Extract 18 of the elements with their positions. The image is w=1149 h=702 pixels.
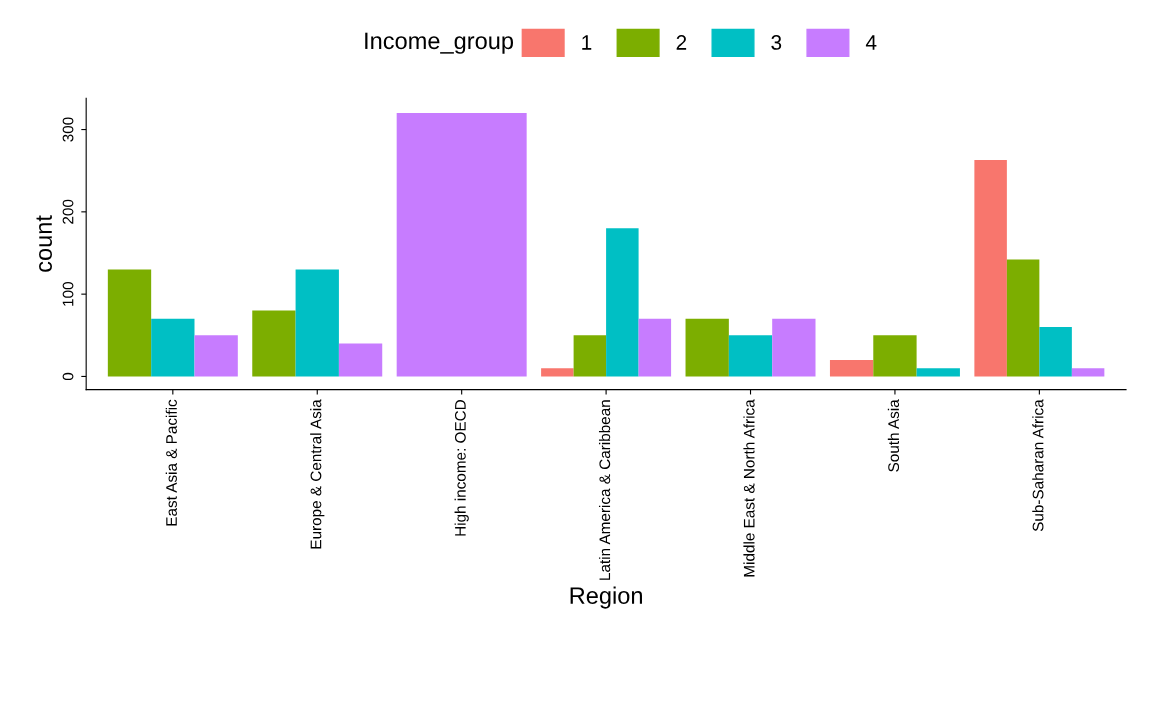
y-tick-label: 300 bbox=[62, 117, 74, 142]
legend-label: 3 bbox=[771, 35, 782, 50]
y-tick-label: 0 bbox=[62, 372, 74, 381]
legend-label: 1 bbox=[582, 35, 592, 50]
x-tick-label: Latin America & Caribbean bbox=[598, 400, 611, 580]
y-axis-title: count bbox=[36, 215, 52, 272]
y-tick-label: 100 bbox=[62, 282, 74, 306]
x-tick-label: East Asia & Pacific bbox=[165, 399, 177, 526]
x-tick-label: Middle East & North Africa bbox=[743, 399, 755, 577]
x-axis-title: Region bbox=[570, 586, 642, 609]
x-tick-label: Sub-Saharan Africa bbox=[1032, 399, 1044, 532]
x-tick-label: South Asia bbox=[887, 399, 900, 472]
legend-label: 2 bbox=[676, 35, 687, 50]
legend-label: 4 bbox=[865, 35, 877, 50]
y-tick-label: 200 bbox=[62, 199, 74, 224]
x-tick-label: Europe & Central Asia bbox=[310, 399, 325, 549]
x-tick-label: High income: OECD bbox=[454, 400, 469, 536]
legend-title: Income_group bbox=[365, 32, 514, 54]
